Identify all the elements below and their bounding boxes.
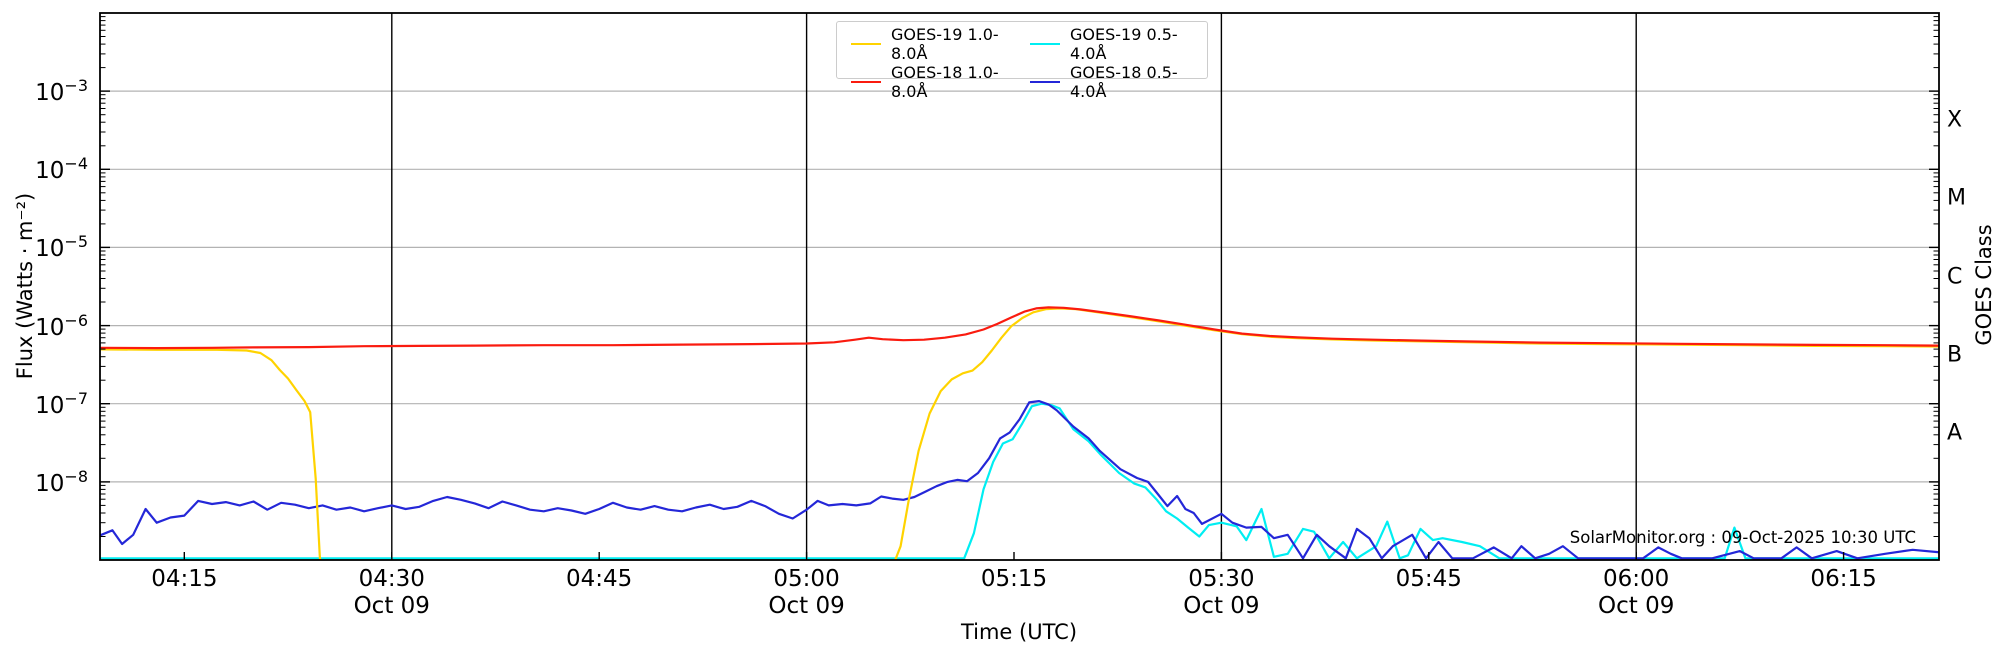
legend-item-goes19-long: GOES-19 1.0-8.0Å [843, 25, 1022, 63]
series-goes18-long [100, 306, 1939, 350]
goes-class-letter: B [1947, 342, 1963, 368]
goes-class-letter: X [1947, 107, 1963, 133]
legend: GOES-19 1.0-8.0Å GOES-18 1.0-8.0Å GOES-19 … [836, 21, 1208, 101]
y-axis-right-title: GOES Class [1972, 224, 1996, 346]
goes-class-letter: A [1947, 420, 1963, 446]
x-date-label: Oct 09 [1597, 593, 1675, 619]
y-tick-label: 10−6 [35, 310, 88, 341]
y-axis-title: Flux (Watts · m⁻²) [13, 192, 37, 380]
x-tick-label: 04:15 [151, 566, 218, 592]
x-tick-label: 04:45 [566, 566, 633, 592]
plot-frame [99, 12, 1940, 561]
x-tick-label: 06:00 [1603, 566, 1670, 592]
y-tick-label: 10−3 [35, 76, 88, 106]
y-tick-label: 10−5 [35, 232, 88, 263]
watermark: SolarMonitor.org : 09-Oct-2025 10:30 UTC [1569, 528, 1916, 547]
x-axis-title: Time (UTC) [960, 620, 1078, 644]
x-date-label: Oct 09 [353, 593, 430, 619]
x-date-label: Oct 09 [1183, 593, 1260, 619]
legend-item-goes18-short: GOES-18 0.5-4.0Å [1022, 63, 1201, 101]
x-tick-label: 05:15 [980, 566, 1048, 592]
y-tick-label: 10−7 [35, 388, 88, 419]
x-date-label: Oct 09 [768, 593, 845, 619]
legend-label: GOES-19 1.0-8.0Å [891, 25, 999, 63]
legend-swatch-goes19-short [1030, 43, 1060, 45]
x-tick-label: 05:30 [1188, 566, 1255, 592]
y-tick-label: 10−8 [35, 467, 88, 497]
y-tick-label: 10−4 [35, 154, 88, 185]
legend-item-goes19-short: GOES-19 0.5-4.0Å [1022, 25, 1201, 63]
legend-swatch-goes19-long [851, 43, 881, 45]
series-goes19-short [100, 402, 1939, 560]
legend-label: GOES-19 0.5-4.0Å [1070, 25, 1178, 63]
goes-class-letter: C [1947, 264, 1963, 289]
goes-class-letter: M [1947, 185, 1966, 211]
legend-swatch-goes18-short [1030, 81, 1060, 83]
x-tick-label: 05:00 [773, 566, 840, 592]
series-goes18-short [100, 400, 1939, 560]
x-tick-label: 04:30 [358, 566, 425, 592]
legend-item-goes18-long: GOES-18 1.0-8.0Å [843, 63, 1022, 101]
legend-label: GOES-18 1.0-8.0Å [891, 63, 999, 101]
legend-label: GOES-18 0.5-4.0Å [1070, 63, 1178, 101]
x-tick-label: 05:45 [1395, 566, 1462, 592]
legend-swatch-goes18-long [851, 81, 881, 83]
x-tick-label: 06:15 [1810, 566, 1877, 592]
